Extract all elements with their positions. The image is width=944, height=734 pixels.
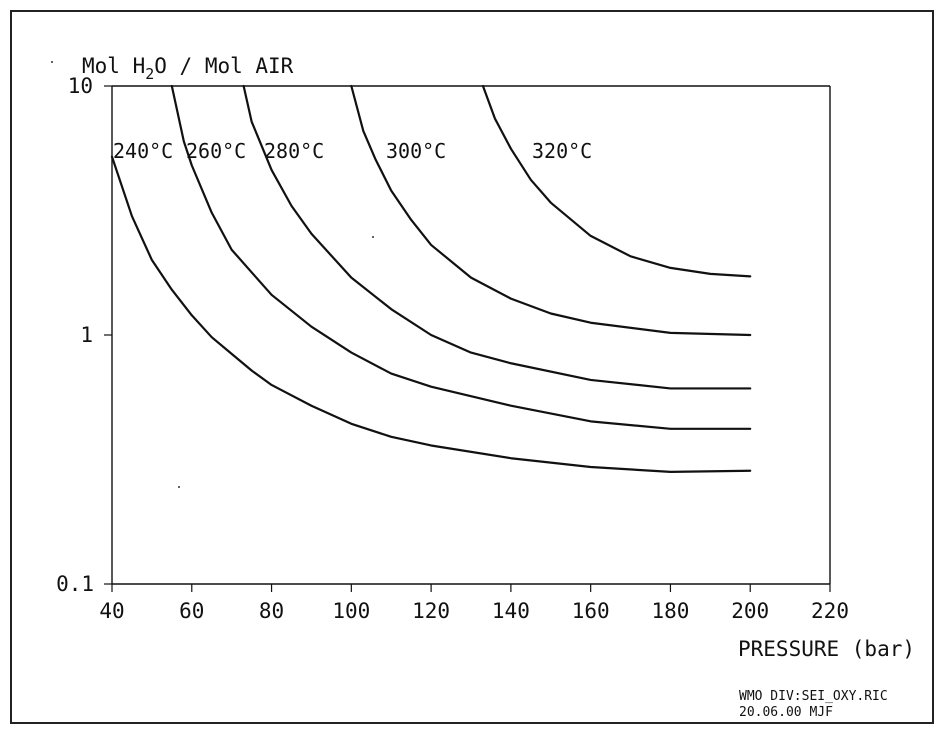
x-tick-label-40: 40: [99, 599, 124, 623]
file-info-label: WMO DIV:SEI_OXY.RIC: [739, 689, 888, 704]
x-tick-label-200: 200: [731, 599, 769, 623]
x-tick-label-80: 80: [259, 599, 284, 623]
series-label-300c: 300°C: [386, 139, 446, 163]
stray-dot-plot-lower: [178, 486, 180, 488]
y-axis-label-after: O / Mol AIR: [154, 54, 293, 78]
x-axis: 40 60 80 100 120 140 160 180 200 220: [99, 584, 849, 623]
x-tick-label-140: 140: [492, 599, 530, 623]
y-axis-label-before: Mol H: [82, 54, 145, 78]
stray-dot-top-left: [51, 61, 53, 63]
series-label-240c: 240°C: [113, 139, 173, 163]
x-tick-label-100: 100: [332, 599, 370, 623]
x-axis-label: PRESSURE (bar): [738, 637, 915, 661]
stray-dot-plot-top: [372, 236, 374, 238]
series-line-320c: [481, 84, 752, 278]
series-line-300c: [350, 84, 752, 337]
x-tick-label-120: 120: [412, 599, 450, 623]
x-tick-label-220: 220: [811, 599, 849, 623]
series-label-260c: 260°C: [186, 139, 246, 163]
y-axis-label-subscript: 2: [145, 65, 154, 83]
y-tick-label-0-1: 0.1: [56, 572, 94, 596]
chart-frame: [10, 10, 934, 724]
annotation-group: 240°C 260°C 280°C 300°C 320°C: [113, 139, 592, 163]
x-tick-label-60: 60: [179, 599, 204, 623]
x-tick-label-160: 160: [572, 599, 610, 623]
x-tick-label-180: 180: [651, 599, 689, 623]
y-axis-label: Mol H2O / Mol AIR: [82, 54, 294, 83]
y-tick-label-10: 10: [68, 74, 93, 98]
y-tick-label-1: 1: [80, 323, 93, 347]
series-group: [110, 84, 752, 473]
series-label-320c: 320°C: [532, 139, 592, 163]
series-line-280c: [242, 84, 752, 390]
date-author-label: 20.06.00 MJF: [739, 705, 833, 720]
series-line-260c: [170, 84, 752, 430]
y-axis: 10 1 0.1: [56, 74, 112, 596]
series-label-280c: 280°C: [264, 139, 324, 163]
series-line-240c: [110, 155, 752, 473]
